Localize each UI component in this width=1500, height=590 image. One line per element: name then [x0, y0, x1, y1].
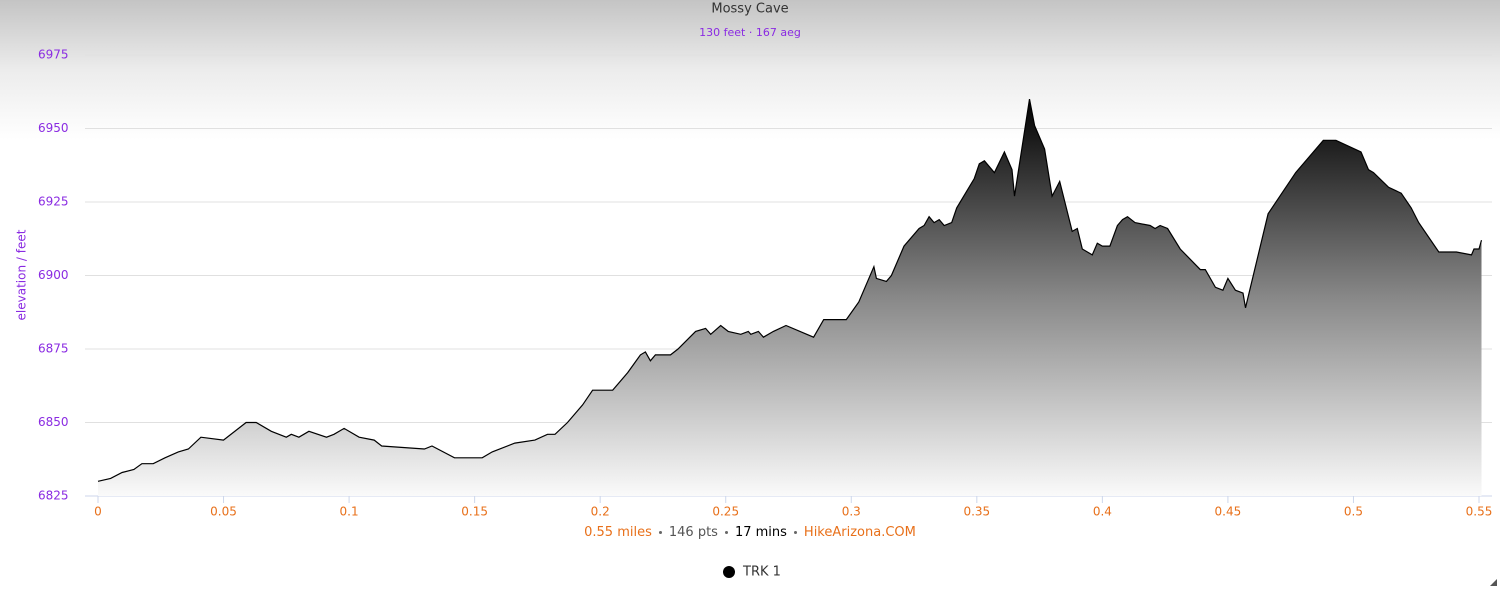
y-tick-label: 6825	[38, 489, 69, 503]
x-tick-label: 0.55	[1466, 505, 1493, 519]
y-axis-label: elevation / feet	[15, 229, 29, 320]
separator	[793, 531, 797, 534]
chart-title: Mossy Cave	[711, 2, 788, 17]
y-tick-label: 6875	[38, 342, 69, 356]
footer: 0.55 miles 146 pts 17 mins HikeArizona.COM	[0, 525, 1500, 540]
separator	[724, 531, 728, 534]
x-tick-label: 0	[94, 505, 102, 519]
area-fill	[98, 99, 1482, 496]
area-line	[97, 98, 1483, 482]
x-tick-label: 0.1	[340, 505, 359, 519]
x-tick-label: 0.45	[1215, 505, 1242, 519]
y-tick-label: 6850	[38, 415, 69, 429]
footer-item: HikeArizona.COM	[803, 525, 916, 540]
resize-handle	[1490, 579, 1497, 586]
footer-item: 17 mins	[734, 525, 787, 540]
x-tick-label: 0.15	[461, 505, 488, 519]
y-tick-label: 6900	[38, 268, 69, 282]
y-tick-label: 6925	[38, 195, 69, 209]
legend-symbol	[723, 566, 735, 578]
x-tick-label: 0.4	[1093, 505, 1112, 519]
x-tick-label: 0.3	[842, 505, 861, 519]
footer-item: 146 pts	[668, 525, 718, 540]
chart-subtitle: 130 feet · 167 aeg	[699, 26, 801, 39]
x-tick-label: 0.5	[1344, 505, 1363, 519]
x-tick-label: 0.25	[712, 505, 739, 519]
separator	[658, 531, 662, 534]
x-tick-label: 0.05	[210, 505, 237, 519]
legend-label: TRK 1	[742, 565, 781, 580]
footer-item: 0.55 miles	[584, 525, 652, 540]
x-tick-label: 0.2	[591, 505, 610, 519]
y-tick-label: 6950	[38, 121, 69, 135]
y-tick-label: 6975	[38, 48, 69, 62]
x-tick-label: 0.35	[963, 505, 990, 519]
